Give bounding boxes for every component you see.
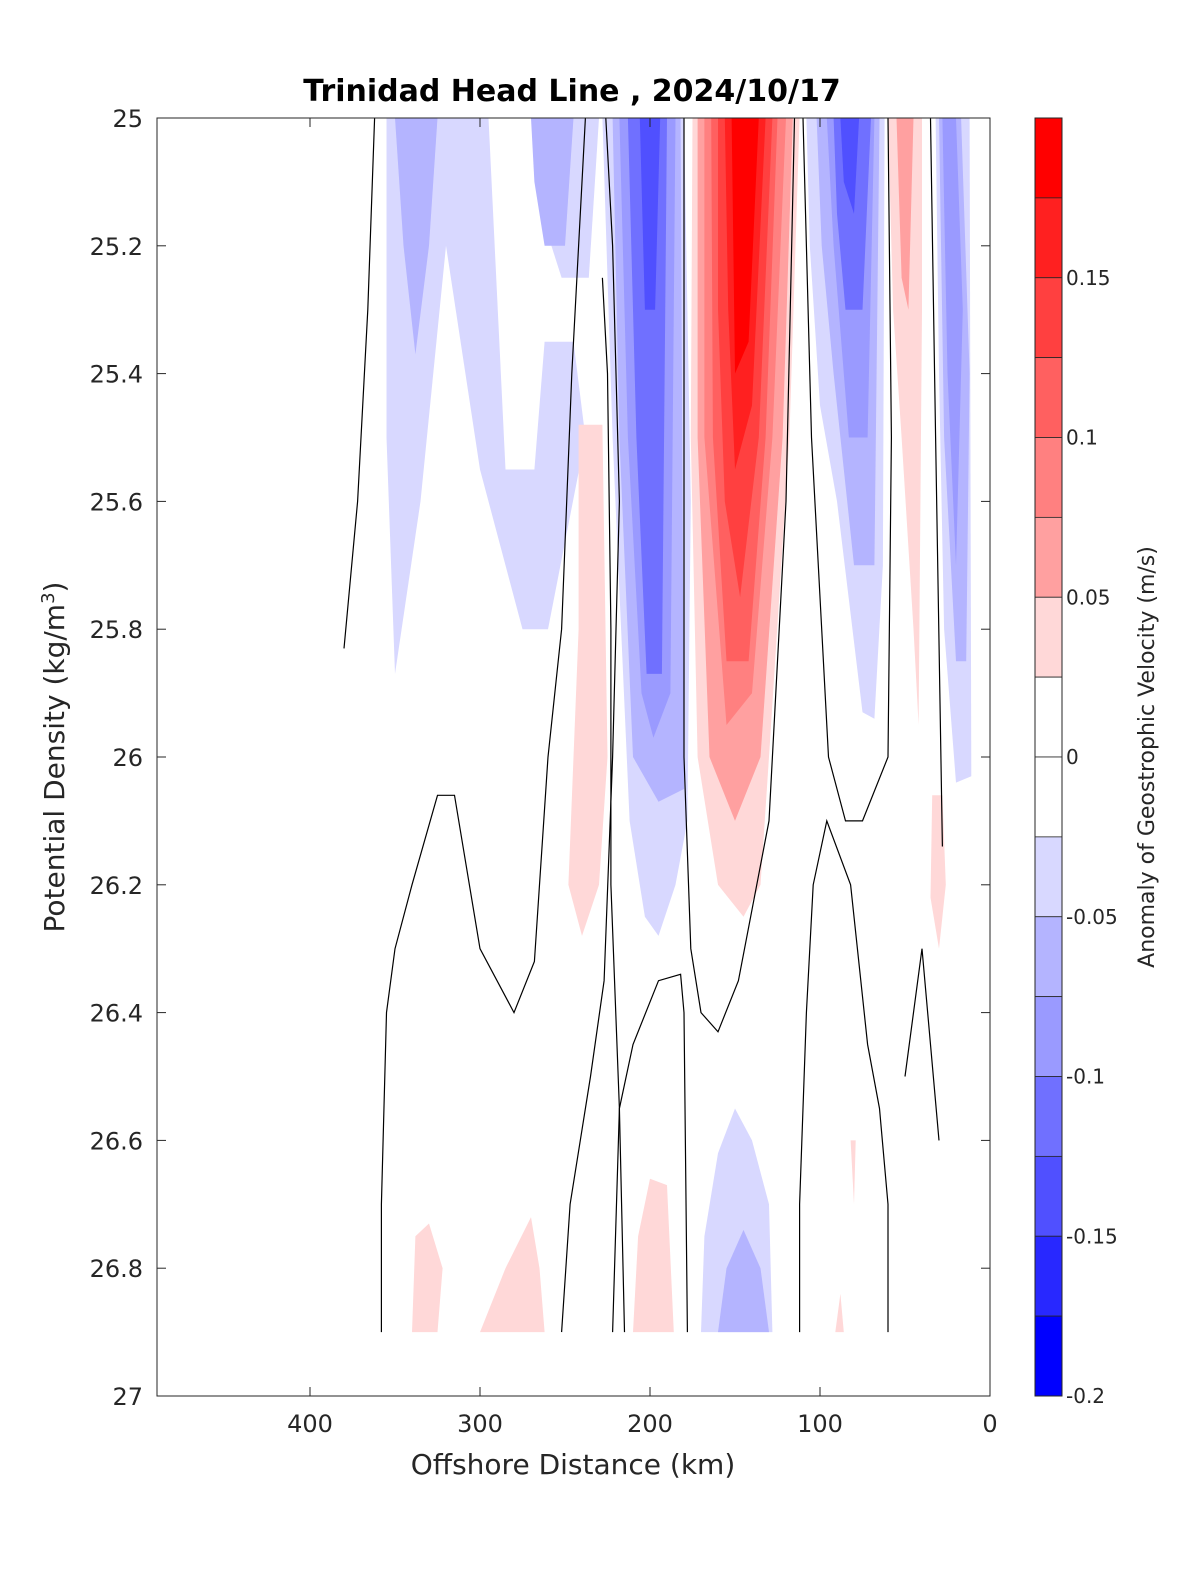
x-tick-label-2: 200 xyxy=(627,1410,673,1438)
zero-contour-4 xyxy=(929,117,943,847)
colorbar-swatch-13 xyxy=(1034,1155,1063,1237)
colorbar-swatch-12 xyxy=(1034,1076,1063,1157)
zero-contour-1 xyxy=(601,277,626,1333)
y-tick-label-10: 27 xyxy=(112,1383,143,1411)
x-tick-label-3: 100 xyxy=(797,1410,843,1438)
colorbar-tick-label-6: -0.15 xyxy=(1066,1224,1118,1248)
y-axis-title-superscript: 3 xyxy=(38,592,59,603)
colorbar-tick-label-4: -0.05 xyxy=(1066,905,1118,929)
filled-region-33 xyxy=(850,1140,856,1205)
y-tick-label-6: 26.2 xyxy=(90,872,143,900)
filled-region-27 xyxy=(930,795,946,949)
filled-region-7 xyxy=(627,118,667,674)
x-tick-label-0: 400 xyxy=(287,1410,333,1438)
filled-region-30 xyxy=(412,1223,443,1333)
y-tick-label-4: 25.8 xyxy=(90,616,143,644)
y-axis: 25 25.2 25.4 25.6 25.8 26 26.2 26.4 26.6 26.8 27 xyxy=(90,105,990,1411)
filled-region-13 xyxy=(840,118,860,214)
y-axis-title-main: Potential Density (kg/m xyxy=(38,604,71,933)
y-tick-label-8: 26.6 xyxy=(90,1127,143,1155)
y-tick-label-3: 25.6 xyxy=(90,488,143,516)
colorbar: 0.15 0.1 0.05 0 -0.05 -0.1 -0.15 -0.2 xyxy=(1034,117,1118,1408)
colorbar-swatch-10 xyxy=(1034,916,1063,998)
filled-region-23 xyxy=(731,118,759,374)
colorbar-tick-label-2: 0.05 xyxy=(1066,585,1111,609)
colorbar-swatch-14 xyxy=(1034,1235,1063,1317)
y-axis-title: Potential Density (kg/m3) xyxy=(38,582,72,933)
colorbar-title: Anomaly of Geostrophic Velocity (m/s) xyxy=(1135,546,1160,968)
x-axis-title: Offshore Distance (km) xyxy=(411,1448,736,1481)
zero-contour-6 xyxy=(561,117,621,1333)
y-tick-label-2: 25.4 xyxy=(90,361,143,389)
chart-title: Trinidad Head Line , 2024/10/17 xyxy=(303,74,840,109)
plot-filled-contours xyxy=(386,118,972,1333)
y-tick-label-1: 25.2 xyxy=(90,233,143,261)
zero-contour-8 xyxy=(798,818,889,1333)
zero-contour-3 xyxy=(802,117,893,822)
colorbar-swatch-3 xyxy=(1034,357,1063,438)
y-tick-label-9: 26.8 xyxy=(90,1255,143,1283)
colorbar-swatch-5 xyxy=(1034,516,1063,598)
colorbar-tick-label-3: 0 xyxy=(1066,745,1079,769)
zero-contour-5 xyxy=(380,117,586,1333)
filled-region-8 xyxy=(639,118,661,310)
colorbar-frame xyxy=(1034,117,1063,1397)
plot-zero-contours xyxy=(343,117,943,1333)
filled-region-3 xyxy=(531,118,574,246)
colorbar-tick-label-0: 0.15 xyxy=(1066,266,1111,290)
colorbar-tick-label-1: 0.1 xyxy=(1066,426,1098,450)
y-tick-label-7: 26.4 xyxy=(90,1000,143,1028)
filled-region-25 xyxy=(896,118,914,310)
colorbar-swatch-9 xyxy=(1034,836,1063,918)
colorbar-swatch-6 xyxy=(1034,596,1063,678)
y-tick-label-5: 26 xyxy=(112,744,143,772)
filled-region-32 xyxy=(633,1178,674,1333)
x-axis: 400 300 200 100 0 xyxy=(287,118,998,1438)
filled-region-29 xyxy=(718,1229,769,1333)
x-tick-label-1: 300 xyxy=(457,1410,503,1438)
colorbar-tick-label-7: -0.2 xyxy=(1066,1384,1105,1408)
colorbar-swatch-8 xyxy=(1034,756,1063,838)
colorbar-swatch-2 xyxy=(1034,277,1063,359)
filled-region-1 xyxy=(395,118,438,355)
filled-region-34 xyxy=(835,1293,844,1333)
zero-contour-0 xyxy=(343,117,376,649)
colorbar-swatch-0 xyxy=(1034,117,1063,199)
filled-region-24 xyxy=(888,118,922,725)
filled-region-16 xyxy=(942,118,963,566)
colorbar-swatch-7 xyxy=(1034,676,1063,758)
y-axis-title-end: ) xyxy=(38,582,71,593)
x-tick-label-4: 0 xyxy=(982,1410,997,1438)
filled-region-26 xyxy=(568,424,608,936)
y-tick-label-0: 25 xyxy=(112,105,143,133)
colorbar-swatch-15 xyxy=(1034,1315,1063,1397)
colorbar-swatch-11 xyxy=(1034,996,1063,1077)
colorbar-swatch-4 xyxy=(1034,437,1063,518)
filled-region-0 xyxy=(386,118,586,674)
zero-contour-2 xyxy=(683,117,796,1033)
colorbar-swatch-1 xyxy=(1034,197,1063,279)
zero-contour-9 xyxy=(904,948,940,1141)
zero-contour-7 xyxy=(612,973,688,1333)
filled-region-12 xyxy=(833,118,871,310)
colorbar-tick-label-5: -0.1 xyxy=(1066,1065,1105,1089)
filled-region-31 xyxy=(480,1217,545,1333)
